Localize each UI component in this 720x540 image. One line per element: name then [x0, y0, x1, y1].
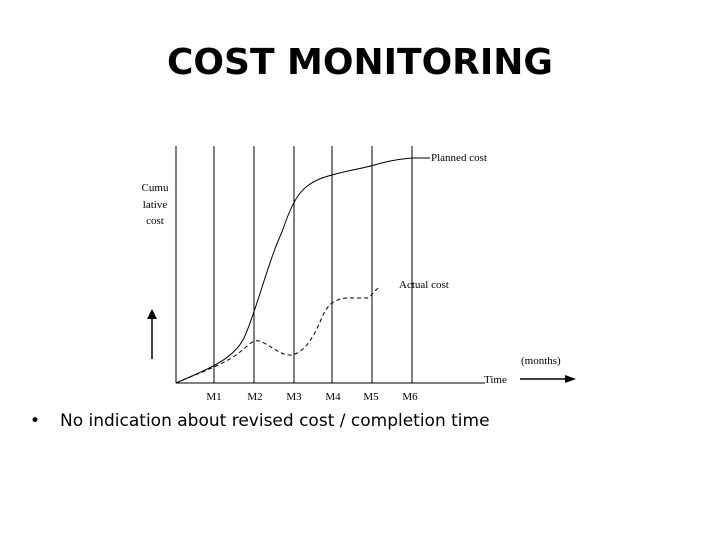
y-axis-label-line: Cumu: [142, 182, 169, 194]
actual-cost-label: Actual cost: [399, 279, 449, 291]
actual-cost-curve: [175, 287, 379, 384]
bullet-text: No indication about revised cost / compl…: [60, 411, 490, 431]
month-label: M2: [247, 391, 262, 403]
y-axis-label-line: lative: [143, 199, 168, 211]
month-label: M4: [325, 391, 341, 403]
y-axis-label-line: cost: [146, 215, 164, 227]
y-arrow-head: [147, 309, 157, 319]
bullet-symbol: •: [30, 411, 41, 431]
x-arrow-head: [565, 375, 576, 383]
month-label: M1: [206, 391, 221, 403]
bullet-item: • No indication about revised cost / comp…: [30, 411, 490, 431]
time-axis-label: Time: [484, 374, 507, 386]
month-label: M3: [286, 391, 302, 403]
months-unit-label: (months): [521, 355, 561, 367]
month-label: M6: [402, 391, 418, 403]
planned-cost-curve: [175, 157, 413, 384]
month-label: M5: [363, 391, 379, 403]
slide-title: COST MONITORING: [167, 42, 553, 83]
planned-cost-label: Planned cost: [431, 152, 487, 164]
